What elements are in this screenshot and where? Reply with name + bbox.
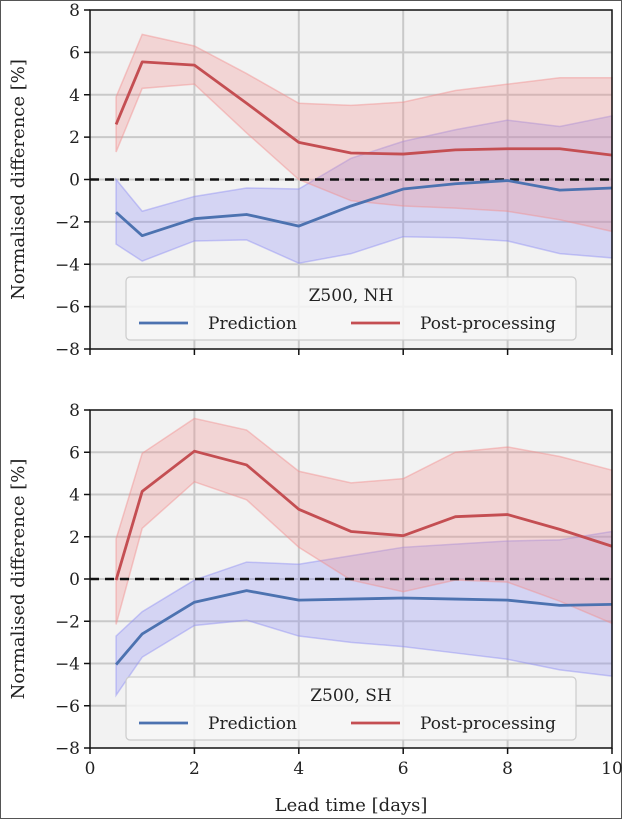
ytick-label-4-top: 0 xyxy=(69,171,80,191)
ytick-label-2-bottom: −4 xyxy=(55,655,80,675)
legend-box-top xyxy=(125,276,577,341)
ytick-label-0-bottom: −8 xyxy=(55,739,80,759)
ytick-label-2-top: −4 xyxy=(55,255,80,275)
ytick-label-3-top: −2 xyxy=(55,213,80,233)
line-prediction-bottom xyxy=(115,589,613,666)
ytick-label-1-bottom: −6 xyxy=(55,697,80,717)
xtick-label-0-bottom: 0 xyxy=(85,759,96,779)
legend-label-post-processing-top: Post-processing xyxy=(420,314,556,334)
line-post-processing-bottom xyxy=(114,449,613,581)
legend-label-post-processing-bottom: Post-processing xyxy=(420,714,556,734)
line-post-processing-top xyxy=(114,60,613,157)
ytick-label-5-bottom: 2 xyxy=(69,528,80,548)
x-axis-label: Lead time [days] xyxy=(275,795,428,816)
legend-bottom: Z500, SH Prediction Post-processing xyxy=(125,676,577,741)
ytick-label-5-top: 2 xyxy=(69,128,80,148)
xtick-label-1-bottom: 2 xyxy=(189,759,200,779)
line-prediction-top xyxy=(115,179,613,238)
ytick-label-1-top: −6 xyxy=(55,298,80,318)
legend-title-top: Z500, NH xyxy=(309,286,394,306)
ytick-label-6-top: 4 xyxy=(69,86,80,106)
legend-label-prediction-top: Prediction xyxy=(208,314,297,334)
series-lines-top xyxy=(114,60,613,238)
confidence-bands-bottom xyxy=(115,417,613,698)
xtick-label-2-bottom: 4 xyxy=(293,759,304,779)
ytick-label-6-bottom: 4 xyxy=(69,486,80,506)
y-axis-label-top: Normalised difference [%] xyxy=(8,59,29,300)
series-lines-bottom xyxy=(114,449,613,666)
ticks-top: −8 −6 −4 −2 0 2 4 6 8 xyxy=(55,1,613,360)
ytick-label-7-top: 6 xyxy=(69,43,80,63)
legend-box-bottom xyxy=(125,676,577,741)
legend-title-bottom: Z500, SH xyxy=(310,686,392,706)
ytick-label-0-top: −8 xyxy=(55,340,80,360)
ytick-label-4-bottom: 0 xyxy=(69,570,80,590)
panel-bottom: −8 −6 −4 −2 0 2 4 6 8 0 2 4 6 8 10 Normalised differen… xyxy=(8,401,622,816)
legend-top: Z500, NH Prediction Post-processing xyxy=(125,276,577,341)
ytick-label-7-bottom: 6 xyxy=(69,443,80,463)
legend-label-prediction-bottom: Prediction xyxy=(208,714,297,734)
ytick-label-8-top: 8 xyxy=(69,1,80,21)
ticks-bottom: −8 −6 −4 −2 0 2 4 6 8 0 2 4 6 8 10 xyxy=(55,401,622,779)
y-axis-label-bottom: Normalised difference [%] xyxy=(8,459,29,700)
xtick-label-4-bottom: 8 xyxy=(502,759,513,779)
ytick-label-3-bottom: −2 xyxy=(55,612,80,632)
xtick-label-5-bottom: 10 xyxy=(601,759,622,779)
xtick-label-3-bottom: 6 xyxy=(398,759,409,779)
ytick-label-8-bottom: 8 xyxy=(69,401,80,421)
